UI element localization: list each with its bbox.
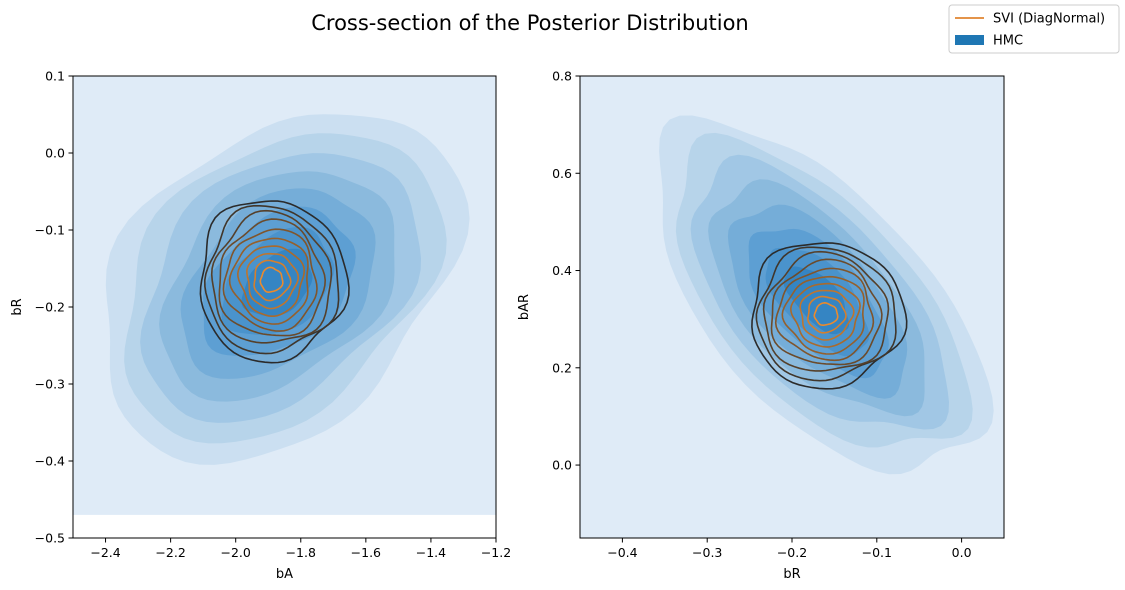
y-tick-label-3: 0.6 xyxy=(552,166,572,181)
svi-contour-level-1 xyxy=(199,200,350,364)
y-axis-label: bAR xyxy=(517,294,532,320)
legend: SVI (DiagNormal) HMC xyxy=(948,4,1120,54)
x-tick-label-1: −0.3 xyxy=(692,545,722,560)
svi-contour-level-8 xyxy=(246,252,300,310)
svi-contour-level-5 xyxy=(222,228,318,332)
figure-title: Cross-section of the Posterior Distribut… xyxy=(311,11,749,35)
x-tick-label-3: −1.8 xyxy=(286,545,316,560)
y-tick-label-4: 0.8 xyxy=(552,69,572,84)
svi-contour-level-4 xyxy=(218,218,327,337)
svi-contours xyxy=(199,200,350,364)
svi-contour-level-9 xyxy=(806,295,847,334)
x-axis-label: bA xyxy=(276,567,293,582)
panel-br-vs-bar: −0.4 −0.3 −0.2 −0.1 0.0 0.0 0.2 0.4 0.6 0.8 bR bAR xyxy=(517,69,1005,582)
x-tick-label-0: −2.4 xyxy=(90,545,120,560)
svi-contour-level-8 xyxy=(799,289,855,341)
svi-contour-level-7 xyxy=(236,245,306,317)
x-tick-label-1: −2.2 xyxy=(155,545,185,560)
svi-contour-level-7 xyxy=(789,282,861,348)
panel-ba-vs-br: −2.4 −2.2 −2.0 −1.8 −1.6 −1.4 −1.2 −0.5 −0.4 −0.3… xyxy=(10,69,511,583)
y-tick-label-3: −0.2 xyxy=(35,300,65,315)
x-tick-label-0: −0.4 xyxy=(607,545,637,560)
y-tick-label-1: −0.4 xyxy=(35,454,65,469)
x-tick-label-4: 0.0 xyxy=(952,545,972,560)
plot-area-1 xyxy=(580,76,1004,538)
hmc-density-level-8 xyxy=(783,266,850,335)
x-tick-label-2: −2.0 xyxy=(221,545,251,560)
svi-contour-level-1 xyxy=(751,242,908,390)
legend-swatch-hmc xyxy=(955,35,984,45)
y-tick-label-2: 0.4 xyxy=(552,263,572,278)
y-tick-label-5: 0.0 xyxy=(45,146,65,161)
svi-contour-level-2 xyxy=(203,205,340,355)
x-axis-label: bR xyxy=(783,567,800,582)
y-tick-label-1: 0.2 xyxy=(552,360,572,375)
svi-contours xyxy=(751,242,908,390)
y-tick-label-4: −0.1 xyxy=(35,223,65,238)
svi-contour-level-6 xyxy=(228,237,309,325)
y-tick-label-0: 0.0 xyxy=(552,458,572,473)
svi-contour-level-2 xyxy=(755,246,897,382)
x-tick-label-4: −1.6 xyxy=(351,545,381,560)
legend-label-svi: SVI (DiagNormal) xyxy=(993,12,1105,27)
x-tick-label-6: −1.2 xyxy=(481,545,511,560)
y-tick-label-2: −0.3 xyxy=(35,377,65,392)
x-tick-label-3: −0.1 xyxy=(862,545,892,560)
svi-contour-level-10 xyxy=(259,266,284,294)
y-tick-label-0: −0.5 xyxy=(35,531,65,546)
legend-label-hmc: HMC xyxy=(993,34,1023,49)
legend-frame xyxy=(948,4,1120,54)
y-tick-label-6: 0.1 xyxy=(45,69,65,84)
svi-contour-level-3 xyxy=(762,250,890,372)
svi-contour-level-9 xyxy=(253,259,292,302)
hmc-density-level-8 xyxy=(241,248,313,317)
svi-contour-level-4 xyxy=(770,258,883,366)
svi-contour-level-6 xyxy=(781,275,865,355)
svi-contour-level-5 xyxy=(774,267,875,362)
plot-area-0 xyxy=(73,76,496,515)
x-tick-label-2: −0.2 xyxy=(777,545,807,560)
svi-contour-level-10 xyxy=(813,301,839,326)
y-axis-label: bR xyxy=(10,298,25,315)
x-tick-label-5: −1.4 xyxy=(416,545,446,560)
svi-contour-level-3 xyxy=(210,209,333,344)
